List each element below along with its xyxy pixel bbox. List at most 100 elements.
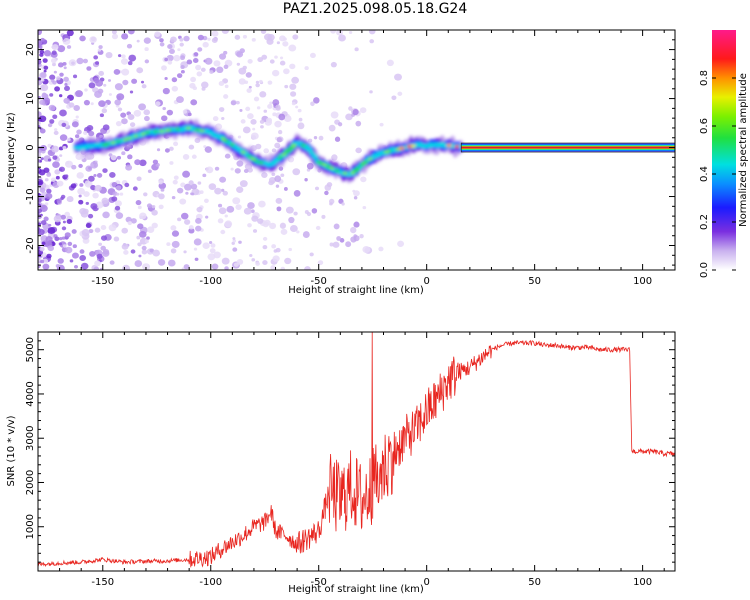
colorbar-tick-label: 0.8 bbox=[699, 70, 710, 86]
colorbar: 0.0 0.2 0.4 0.6 0.8 Normalized spectral ampl… bbox=[699, 30, 749, 278]
spectrogram-speckle bbox=[59, 134, 68, 141]
spectrogram-speckle bbox=[84, 88, 88, 92]
spectrogram-speckle bbox=[49, 74, 56, 81]
spectrogram-speckle bbox=[170, 225, 177, 231]
spectrogram-speckle bbox=[354, 47, 359, 52]
spectrogram-speckle bbox=[62, 244, 67, 248]
spectrogram-speckle bbox=[220, 229, 226, 235]
spectrogram-speckle bbox=[39, 246, 45, 252]
spectrogram-speckle bbox=[324, 190, 329, 196]
spectrogram-speckle bbox=[283, 187, 288, 191]
spectrogram-speckle bbox=[176, 96, 184, 104]
spectrogram-speckle bbox=[397, 91, 403, 96]
spectrogram-speckle bbox=[350, 226, 357, 234]
spectrogram-speckle bbox=[143, 192, 148, 197]
spectrogram-ridge-hotspot bbox=[240, 150, 246, 155]
spectrogram-speckle bbox=[195, 64, 202, 71]
spectrogram-speckle bbox=[289, 224, 298, 232]
spectrogram-speckle bbox=[253, 96, 260, 102]
spectrogram-speckle bbox=[262, 244, 268, 250]
spectrogram-speckle bbox=[203, 145, 207, 148]
spectrogram-speckle bbox=[147, 169, 152, 174]
spectrogram-speckle bbox=[170, 248, 177, 254]
spectrogram-speckle bbox=[83, 99, 90, 106]
spectrogram-speckle bbox=[154, 31, 161, 38]
spectrogram-speckle bbox=[283, 115, 292, 123]
spectrogram-speckle bbox=[121, 118, 128, 125]
spectrogram-speckle bbox=[64, 83, 68, 86]
spectrogram-speckle bbox=[164, 57, 169, 62]
spectrogram-speckle bbox=[202, 173, 207, 178]
spectrogram-speckle bbox=[38, 169, 46, 176]
spectrogram-speckle bbox=[152, 159, 159, 165]
spectrogram-speckle bbox=[142, 263, 151, 270]
colorbar-gradient bbox=[712, 30, 736, 270]
spectrogram-speckle bbox=[167, 44, 173, 50]
spectrogram-speckle bbox=[348, 30, 353, 35]
spectrogram-ridge-blob bbox=[306, 149, 314, 153]
spectrogram-speckle bbox=[39, 99, 45, 105]
spectrogram-speckle bbox=[121, 227, 128, 234]
spectrogram-speckle bbox=[362, 246, 371, 254]
spectrogram-speckle bbox=[287, 156, 295, 163]
spectrogram-speckle bbox=[86, 125, 94, 132]
spectrogram-speckle bbox=[144, 47, 149, 52]
spectrogram-speckle bbox=[259, 79, 263, 84]
y-tick-label: 10 bbox=[25, 92, 36, 105]
spectrogram-speckle bbox=[211, 37, 218, 43]
spectrogram-speckle bbox=[85, 223, 92, 229]
spectrogram-speckle bbox=[218, 80, 225, 86]
spectrogram-speckle bbox=[182, 109, 188, 114]
spectrogram-speckle bbox=[288, 216, 295, 224]
spectrogram-speckle bbox=[86, 66, 92, 71]
spectrogram-speckle bbox=[212, 116, 219, 122]
spectrogram-speckle bbox=[125, 164, 133, 171]
carrier-band-outline bbox=[460, 142, 675, 153]
spectrogram-speckle bbox=[85, 165, 93, 172]
spectrogram-speckle bbox=[158, 193, 165, 200]
spectrogram-speckle bbox=[78, 163, 83, 168]
spectrogram-ridge-hotspot bbox=[454, 145, 460, 149]
spectrogram-ridge-hotspot bbox=[329, 166, 335, 170]
spectrogram-speckle bbox=[223, 64, 229, 69]
spectrogram-speckle bbox=[258, 200, 266, 208]
snr-panel: -150 -100 -50 0 50 100 1000 2000 3000 4000 5000 He… bbox=[6, 331, 676, 595]
spectrogram-speckle bbox=[368, 30, 376, 35]
spectrogram-speckle bbox=[42, 58, 48, 63]
spectrogram-ridge-hotspot bbox=[325, 164, 331, 169]
spectrogram-speckle bbox=[291, 76, 300, 84]
spectrogram-speckle bbox=[48, 104, 56, 111]
spectrogram-speckle bbox=[263, 109, 268, 113]
spectrogram-speckle bbox=[63, 76, 69, 82]
spectrogram-speckle bbox=[296, 230, 300, 234]
snr-axes: -150 -100 -50 0 50 100 1000 2000 3000 4000 5000 bbox=[25, 331, 675, 588]
spectrogram-speckle bbox=[54, 236, 60, 242]
spectrogram-speckle bbox=[247, 202, 255, 209]
spectrogram-speckle bbox=[310, 101, 315, 107]
spectrogram-speckle bbox=[121, 54, 126, 59]
spectrogram-speckle bbox=[177, 48, 181, 52]
x-tick-label: 50 bbox=[528, 577, 541, 588]
spectrogram-speckle bbox=[169, 146, 174, 151]
spectrogram-ridge-hotspot bbox=[140, 132, 146, 136]
spectrogram-speckle bbox=[183, 219, 191, 225]
spectrogram-speckle bbox=[81, 229, 90, 237]
spectrogram-speckle bbox=[179, 198, 187, 205]
spectrogram-speckle bbox=[96, 172, 103, 178]
spectrogram-ridge-hotspot bbox=[104, 142, 110, 146]
spectrogram-speckle bbox=[151, 205, 156, 209]
spectrogram-speckle bbox=[85, 201, 90, 205]
spectrogram-speckle bbox=[214, 187, 222, 195]
spectrogram-speckle bbox=[38, 158, 41, 163]
spectrogram-speckle bbox=[247, 223, 252, 228]
spectrogram-speckle bbox=[78, 194, 82, 198]
spectrogram-speckle bbox=[52, 155, 58, 160]
spectrogram-speckle bbox=[306, 162, 314, 170]
spectrogram-speckle bbox=[304, 66, 309, 71]
spectrogram-speckle bbox=[284, 84, 289, 89]
spectrogram-speckle bbox=[84, 180, 91, 186]
spectrogram-speckle bbox=[72, 74, 78, 79]
spectrogram-speckle bbox=[247, 167, 253, 173]
spectrogram-speckle bbox=[41, 220, 47, 226]
